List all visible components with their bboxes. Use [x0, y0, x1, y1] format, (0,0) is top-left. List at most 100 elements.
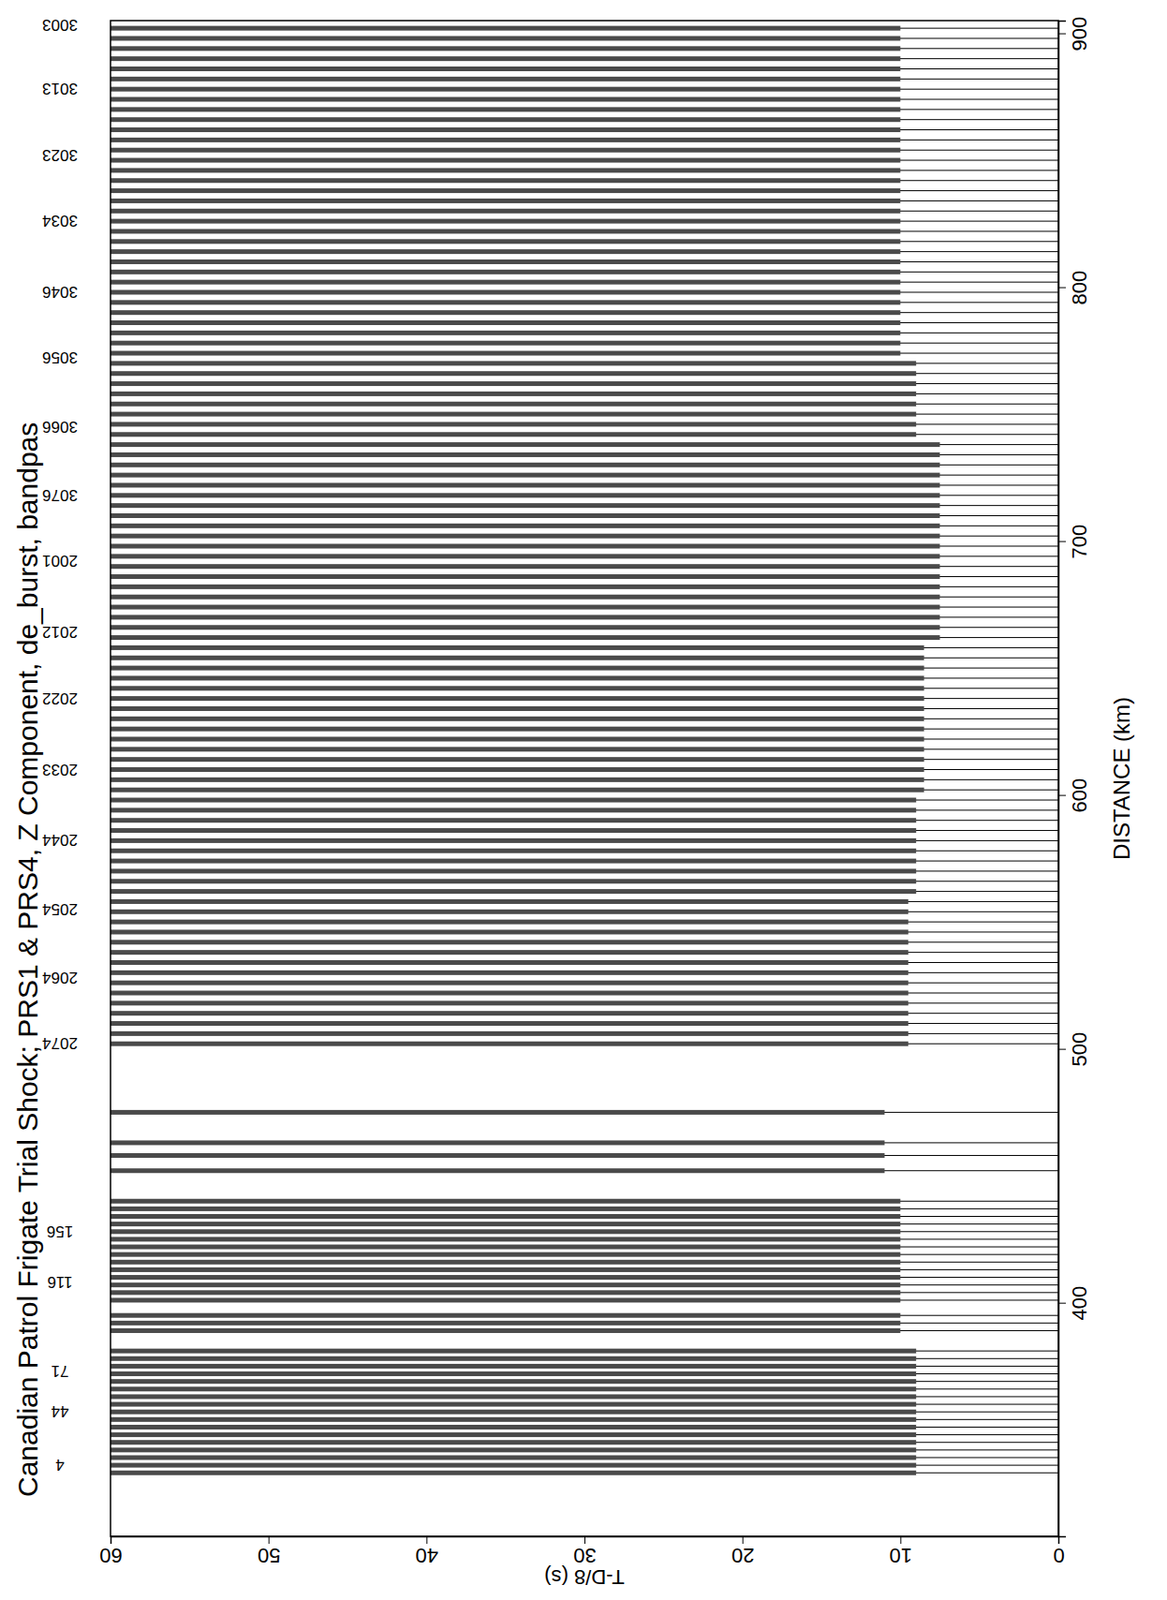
- x-tick-mark: [900, 1536, 902, 1544]
- station-label: 3003: [42, 15, 78, 34]
- y-tick: 400: [1058, 1285, 1092, 1321]
- trace-signal: [110, 553, 941, 559]
- trace-signal: [110, 421, 916, 427]
- trace-signal: [110, 1139, 885, 1145]
- y-tick-mark: [1058, 1302, 1066, 1304]
- trace-signal: [110, 1289, 901, 1295]
- trace-signal: [110, 1206, 901, 1212]
- trace-signal: [110, 1470, 916, 1476]
- trace-signal: [110, 1282, 901, 1287]
- trace-signal: [110, 1000, 909, 1005]
- trace-signal: [110, 310, 901, 315]
- station-label: 116: [46, 1272, 73, 1291]
- trace-signal: [110, 1252, 901, 1257]
- trace-signal: [110, 1109, 885, 1115]
- trace-signal: [110, 797, 916, 803]
- traces: [110, 26, 1059, 1476]
- trace-signal: [110, 838, 916, 843]
- y-axis: 400500600700800900: [1058, 16, 1092, 1537]
- trace-signal: [110, 431, 916, 437]
- trace-signal: [110, 929, 909, 934]
- trace-signal: [110, 158, 901, 163]
- x-tick-label: 20: [731, 1543, 754, 1567]
- trace-signal: [110, 412, 916, 417]
- y-tick: 800: [1058, 270, 1092, 306]
- trace-signal: [110, 807, 916, 813]
- y-axis-line: [1059, 21, 1067, 1537]
- trace-signal: [110, 1328, 901, 1333]
- trace-signal: [110, 238, 901, 244]
- trace-signal: [110, 777, 925, 783]
- trace-signal: [110, 391, 916, 397]
- station-label: 3046: [42, 282, 78, 301]
- x-tick-label: 60: [99, 1543, 122, 1567]
- trace-signal: [110, 888, 916, 894]
- trace-signal: [110, 949, 909, 955]
- trace-signal: [110, 919, 909, 925]
- station-label: 3066: [42, 417, 78, 436]
- y-tick-mark: [1058, 287, 1066, 289]
- trace-signal: [110, 228, 901, 234]
- x-tick: 30: [573, 1536, 596, 1567]
- x-axis-title: T-D/8 (s): [544, 1565, 625, 1589]
- station-label: 2033: [42, 760, 78, 779]
- trace-signal: [110, 899, 909, 904]
- trace-signal: [110, 147, 901, 153]
- trace-signal: [110, 1221, 901, 1227]
- trace-signal: [110, 76, 901, 82]
- trace-signal: [110, 1313, 901, 1318]
- trace-signal: [110, 340, 901, 346]
- y-tick-label: 700: [1067, 524, 1092, 560]
- trace-signal: [110, 360, 916, 366]
- trace-signal: [110, 756, 925, 762]
- trace-signal: [110, 1378, 916, 1384]
- trace-signal: [110, 1259, 901, 1265]
- title: Canadian Patrol Frigate Trial Shock; PRS…: [12, 422, 44, 1497]
- station-label: 156: [46, 1222, 74, 1241]
- trace-signal: [110, 1454, 916, 1460]
- station-label: 3013: [42, 79, 78, 98]
- y-tick-label: 800: [1067, 270, 1092, 306]
- trace-signal: [110, 665, 925, 671]
- trace-signal: [110, 848, 916, 854]
- trace-signal: [110, 1236, 901, 1241]
- y-tick: 600: [1058, 778, 1092, 813]
- y-tick-label: 400: [1067, 1285, 1092, 1321]
- trace-signal: [110, 1462, 916, 1468]
- x-tick: 40: [415, 1536, 439, 1567]
- trace-signal: [110, 574, 941, 579]
- trace-signal: [110, 1152, 885, 1158]
- trace-signal: [110, 1417, 916, 1422]
- trace-signal: [110, 706, 925, 711]
- trace-signal: [110, 655, 925, 661]
- trace-signal: [110, 167, 901, 173]
- trace-signal: [110, 208, 901, 214]
- trace-signal: [110, 188, 901, 193]
- trace-signal: [110, 127, 901, 133]
- x-axis: 0102030405060: [99, 1536, 1064, 1567]
- trace-signal: [110, 299, 901, 305]
- trace-signal: [110, 624, 941, 630]
- trace-signal: [110, 1356, 916, 1361]
- trace-signal: [110, 787, 925, 793]
- trace-signal: [110, 219, 901, 224]
- trace-signal: [110, 1348, 916, 1354]
- plot-frame: [110, 20, 1059, 1537]
- x-tick-label: 50: [257, 1543, 281, 1567]
- x-tick: 0: [1052, 1536, 1064, 1567]
- x-tick-label: 30: [573, 1543, 596, 1567]
- x-tick-mark: [584, 1536, 586, 1544]
- trace-signal: [110, 35, 901, 41]
- trace-signal: [110, 249, 901, 254]
- x-tick: 50: [257, 1536, 281, 1567]
- trace-signal: [110, 1031, 909, 1036]
- trace-signal: [110, 137, 901, 143]
- trace-signal: [110, 1228, 901, 1234]
- trace-signal: [110, 513, 941, 518]
- y-axis-title: DISTANCE (km): [1108, 696, 1135, 860]
- trace-signal: [110, 1371, 916, 1376]
- trace-signal: [110, 605, 941, 610]
- station-label: 2044: [42, 830, 78, 849]
- trace-signal: [110, 401, 916, 407]
- trace-signal: [110, 868, 916, 873]
